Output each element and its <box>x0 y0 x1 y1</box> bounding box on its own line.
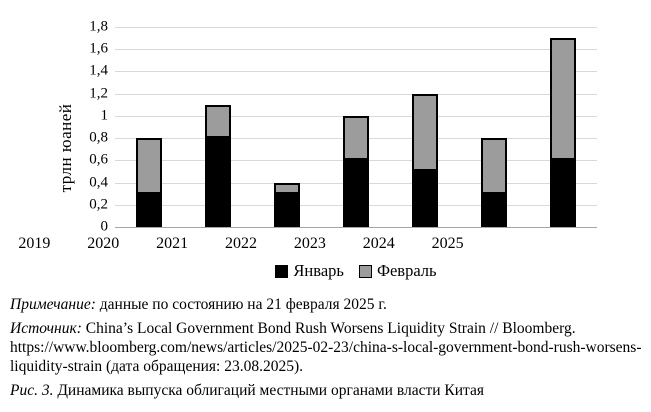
source-line: Источник: China’s Local Government Bond … <box>10 319 644 376</box>
legend-label: Январь <box>293 261 344 280</box>
x-tick-label: 2024 <box>362 235 395 252</box>
y-tick-label: 0,2 <box>89 196 108 213</box>
bar-segment-2023-Январь <box>411 171 438 227</box>
legend-item-Февраль: Февраль <box>358 261 437 281</box>
source-label: Источник: <box>10 320 82 337</box>
bar-segment-2019-Февраль <box>136 138 163 194</box>
legend-swatch-icon <box>358 264 372 278</box>
x-tick-label: 2021 <box>156 235 189 252</box>
note-label: Примечание: <box>10 296 96 313</box>
bar-segment-2024-Февраль <box>480 138 507 194</box>
bar-segment-2024-Январь <box>480 193 507 227</box>
y-tick-label: 0,6 <box>89 151 108 168</box>
gridline <box>115 93 597 95</box>
bar-segment-2023-Февраль <box>411 93 438 172</box>
y-tick-label: 0 <box>100 218 109 235</box>
bar-segment-2022-Январь <box>343 160 369 227</box>
y-tick-label: 0,4 <box>89 174 108 191</box>
x-tick-label: 2025 <box>431 235 464 252</box>
bar-segment-2021-Февраль <box>274 182 301 194</box>
plot-area <box>115 27 597 228</box>
stacked-bar-chart: трлн юаней 0 0,2 0,4 0,6 0,8 1 1,2 1,4 1,6 1,8 20… <box>18 18 597 281</box>
y-tick-label: 1 <box>100 107 109 124</box>
note-text: данные по состоянию на 21 февраля 2025 г… <box>99 296 387 313</box>
y-tick-label: 0,8 <box>89 129 108 146</box>
gridline <box>115 71 597 73</box>
bar-segment-2020-Февраль <box>205 104 232 139</box>
gridline <box>115 49 597 51</box>
bar-segment-2022-Февраль <box>343 115 369 161</box>
y-tick-label: 1,8 <box>89 18 108 35</box>
caption-line: Рис. 3. Динамика выпуска облигаций местн… <box>10 381 644 400</box>
bar-segment-2021-Январь <box>274 193 301 227</box>
bar-segment-2025-Январь <box>549 160 576 227</box>
x-tick-label: 2020 <box>87 235 120 252</box>
x-tick-label: 2023 <box>293 235 326 252</box>
chart-legend: Январь Февраль <box>115 261 597 281</box>
figure-notes: Примечание: данные по состоянию на 21 фе… <box>10 295 644 405</box>
source-text: China’s Local Government Bond Rush Worse… <box>10 320 642 375</box>
bar-segment-2020-Январь <box>205 138 232 227</box>
bar-segment-2025-Февраль <box>549 38 576 161</box>
legend-label: Февраль <box>376 261 437 280</box>
x-tick-label: 2019 <box>18 235 51 252</box>
y-tick-label: 1,6 <box>89 40 108 57</box>
x-tick-label: 2022 <box>225 235 257 252</box>
y-tick-label: 1,2 <box>89 85 108 102</box>
legend-swatch-icon <box>275 264 289 278</box>
caption-text: Динамика выпуска облигаций местными орга… <box>57 382 485 399</box>
gridline <box>115 27 597 28</box>
bar-segment-2019-Январь <box>136 193 163 227</box>
y-tick-label: 1,4 <box>89 62 108 79</box>
legend-item-Январь: Январь <box>275 261 344 281</box>
caption-label: Рис. 3. <box>10 382 54 399</box>
note-line: Примечание: данные по состоянию на 21 фе… <box>10 295 644 314</box>
